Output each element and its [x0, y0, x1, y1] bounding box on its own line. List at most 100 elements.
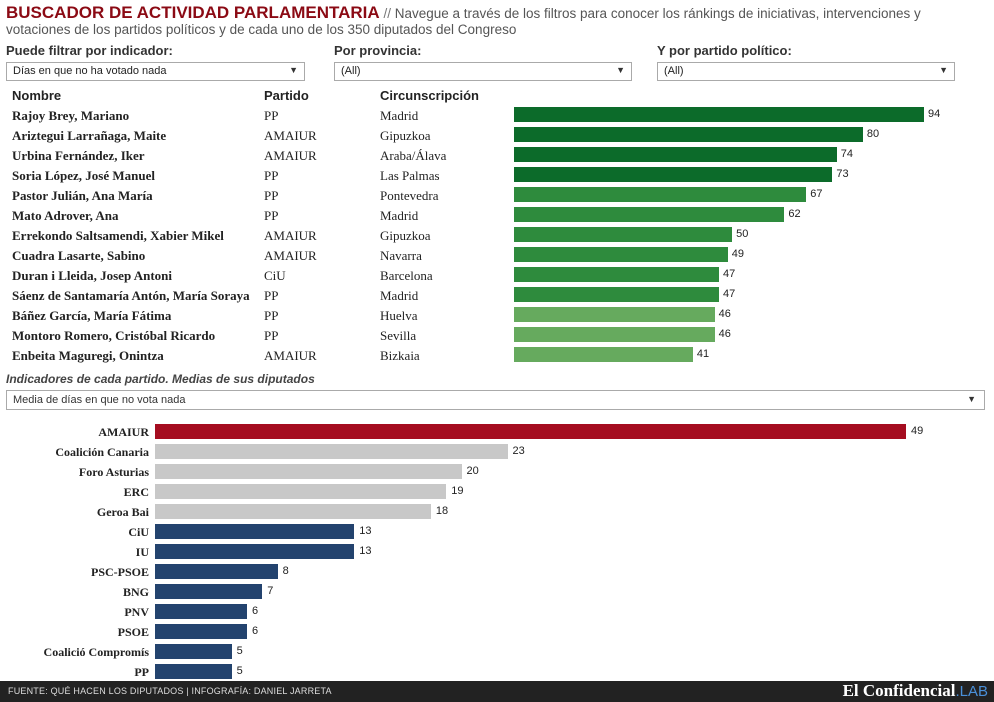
deputy-bar: [514, 347, 693, 362]
chevron-down-icon: ▼: [616, 65, 625, 75]
party-row[interactable]: Coalición Canaria 23: [0, 443, 994, 463]
deputy-row[interactable]: Soria López, José Manuel PP Las Palmas 73: [0, 166, 994, 186]
party-row[interactable]: AMAIUR 49: [0, 423, 994, 443]
deputy-name: Enbeita Maguregi, Onintza: [12, 348, 164, 363]
deputy-value: 47: [723, 288, 736, 300]
party-label: Geroa Bai: [96, 505, 149, 519]
deputy-row[interactable]: Cuadra Lasarte, Sabino AMAIUR Navarra 49: [0, 246, 994, 266]
deputy-value: 62: [788, 208, 801, 220]
column-header-district: Circunscripción: [380, 88, 479, 103]
deputy-party: AMAIUR: [264, 148, 317, 163]
party-label: IU: [135, 545, 149, 559]
deputy-name: Báñez García, María Fátima: [12, 308, 172, 323]
party-value: 19: [451, 485, 464, 497]
deputy-district: Madrid: [380, 288, 419, 303]
indicator-select[interactable]: Días en que no ha votado nada ▼: [6, 62, 305, 81]
deputy-name: Sáenz de Santamaría Antón, María Soraya: [12, 288, 250, 303]
deputy-party: PP: [264, 288, 279, 303]
deputy-bar: [514, 187, 807, 202]
party-value: 13: [359, 545, 372, 557]
deputy-district: Madrid: [380, 208, 419, 223]
deputy-value: 49: [731, 248, 744, 260]
page-title: BUSCADOR DE ACTIVIDAD PARLAMENTARIA: [6, 3, 380, 22]
party-label: BNG: [122, 585, 149, 599]
deputy-district: Madrid: [380, 108, 419, 123]
party-row[interactable]: PP 5: [0, 663, 994, 683]
party-value: 7: [267, 585, 274, 597]
deputy-name: Mato Adrover, Ana: [12, 208, 119, 223]
party-row[interactable]: Geroa Bai 18: [0, 503, 994, 523]
deputy-party: PP: [264, 168, 279, 183]
party-row[interactable]: PSOE 6: [0, 623, 994, 643]
deputy-bar: [514, 127, 863, 142]
province-select-value: (All): [341, 65, 361, 77]
brand-lab: .LAB: [955, 683, 988, 700]
deputy-value: 73: [836, 168, 849, 180]
deputy-bar: [514, 267, 719, 282]
deputy-row[interactable]: Urbina Fernández, Iker AMAIUR Araba/Álava 7…: [0, 146, 994, 166]
party-value: 5: [236, 665, 243, 677]
deputy-value: 41: [696, 348, 710, 360]
deputy-row[interactable]: Rajoy Brey, Mariano PP Madrid 94: [0, 106, 994, 126]
party-label: AMAIUR: [98, 425, 149, 439]
deputy-party: AMAIUR: [264, 348, 317, 363]
party-bar: [155, 484, 447, 499]
deputy-party: CiU: [264, 268, 286, 283]
party-value: 20: [466, 465, 479, 477]
chevron-down-icon: ▼: [289, 65, 298, 75]
deputy-value: 74: [840, 148, 854, 160]
party-bar: [155, 644, 232, 659]
deputy-value: 50: [736, 228, 749, 240]
deputy-value: 67: [810, 188, 823, 200]
deputy-row[interactable]: Errekondo Saltsamendi, Xabier Mikel AMAIU…: [0, 226, 994, 246]
deputy-bar: [514, 227, 733, 242]
party-row[interactable]: Coalició Compromís 5: [0, 643, 994, 663]
deputy-row[interactable]: Montoro Romero, Cristóbal Ricardo PP Sevil…: [0, 326, 994, 346]
party-bar: [155, 424, 906, 439]
deputy-bar: [514, 207, 785, 222]
deputy-value: 47: [723, 268, 736, 280]
party-row[interactable]: CiU 13: [0, 523, 994, 543]
party-label: Coalició Compromís: [43, 645, 149, 659]
party-filter-label: Y por partido político:: [657, 43, 792, 58]
party-row[interactable]: BNG 7: [0, 583, 994, 603]
deputy-name: Errekondo Saltsamendi, Xabier Mikel: [12, 228, 224, 243]
deputy-bar: [514, 147, 837, 162]
deputy-district: Navarra: [380, 248, 422, 263]
party-row[interactable]: PSC-PSOE 8: [0, 563, 994, 583]
deputy-row[interactable]: Enbeita Maguregi, Onintza AMAIUR Bizkaia 41: [0, 346, 994, 366]
chevron-down-icon: ▼: [967, 394, 976, 404]
party-value: 18: [435, 505, 449, 517]
deputy-district: Pontevedra: [380, 188, 439, 203]
province-filter-label: Por provincia:: [334, 43, 422, 58]
deputy-row[interactable]: Duran i Lleida, Josep Antoni CiU Barcelona…: [0, 266, 994, 286]
deputy-row[interactable]: Ariztegui Larrañaga, Maite AMAIUR Gipuzkoa…: [0, 126, 994, 146]
deputy-name: Rajoy Brey, Mariano: [12, 108, 130, 123]
footer: FUENTE: QUÉ HACEN LOS DIPUTADOS | INFOGR…: [0, 681, 994, 702]
brand-name: El Confidencial: [842, 681, 956, 700]
party-indicator-select[interactable]: Media de días en que no vota nada ▼: [6, 390, 985, 410]
column-header-party: Partido: [264, 88, 309, 103]
province-select[interactable]: (All) ▼: [334, 62, 632, 81]
party-row[interactable]: ERC 19: [0, 483, 994, 503]
deputy-row[interactable]: Mato Adrover, Ana PP Madrid 62: [0, 206, 994, 226]
deputy-district: Huelva: [380, 308, 418, 323]
deputy-bar: [514, 167, 833, 182]
party-bar: [155, 464, 462, 479]
deputy-bar: [514, 247, 728, 262]
party-row[interactable]: IU 13: [0, 543, 994, 563]
deputy-name: Montoro Romero, Cristóbal Ricardo: [12, 328, 216, 343]
party-row[interactable]: Foro Asturias 20: [0, 463, 994, 483]
title-separator: //: [379, 6, 395, 21]
party-section-subtitle: Indicadores de cada partido. Medias de s…: [6, 372, 315, 386]
party-select[interactable]: (All) ▼: [657, 62, 955, 81]
party-bar: [155, 524, 355, 539]
deputy-row[interactable]: Báñez García, María Fátima PP Huelva 46: [0, 306, 994, 326]
deputy-row[interactable]: Pastor Julián, Ana María PP Pontevedra 67: [0, 186, 994, 206]
party-row[interactable]: PNV 6: [0, 603, 994, 623]
deputy-row[interactable]: Sáenz de Santamaría Antón, María Soraya P…: [0, 286, 994, 306]
party-bar: [155, 624, 247, 639]
indicator-select-value: Días en que no ha votado nada: [13, 65, 167, 77]
deputy-value: 94: [928, 108, 941, 120]
deputy-party: PP: [264, 188, 279, 203]
